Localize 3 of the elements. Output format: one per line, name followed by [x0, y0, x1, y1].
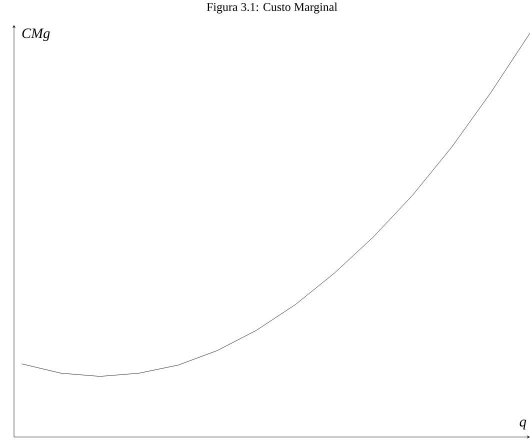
- chart-title: Figura 3.1: Custo Marginal: [206, 2, 338, 14]
- x-axis-title: q: [520, 420, 526, 430]
- y-axis-title: CMg: [22, 28, 50, 42]
